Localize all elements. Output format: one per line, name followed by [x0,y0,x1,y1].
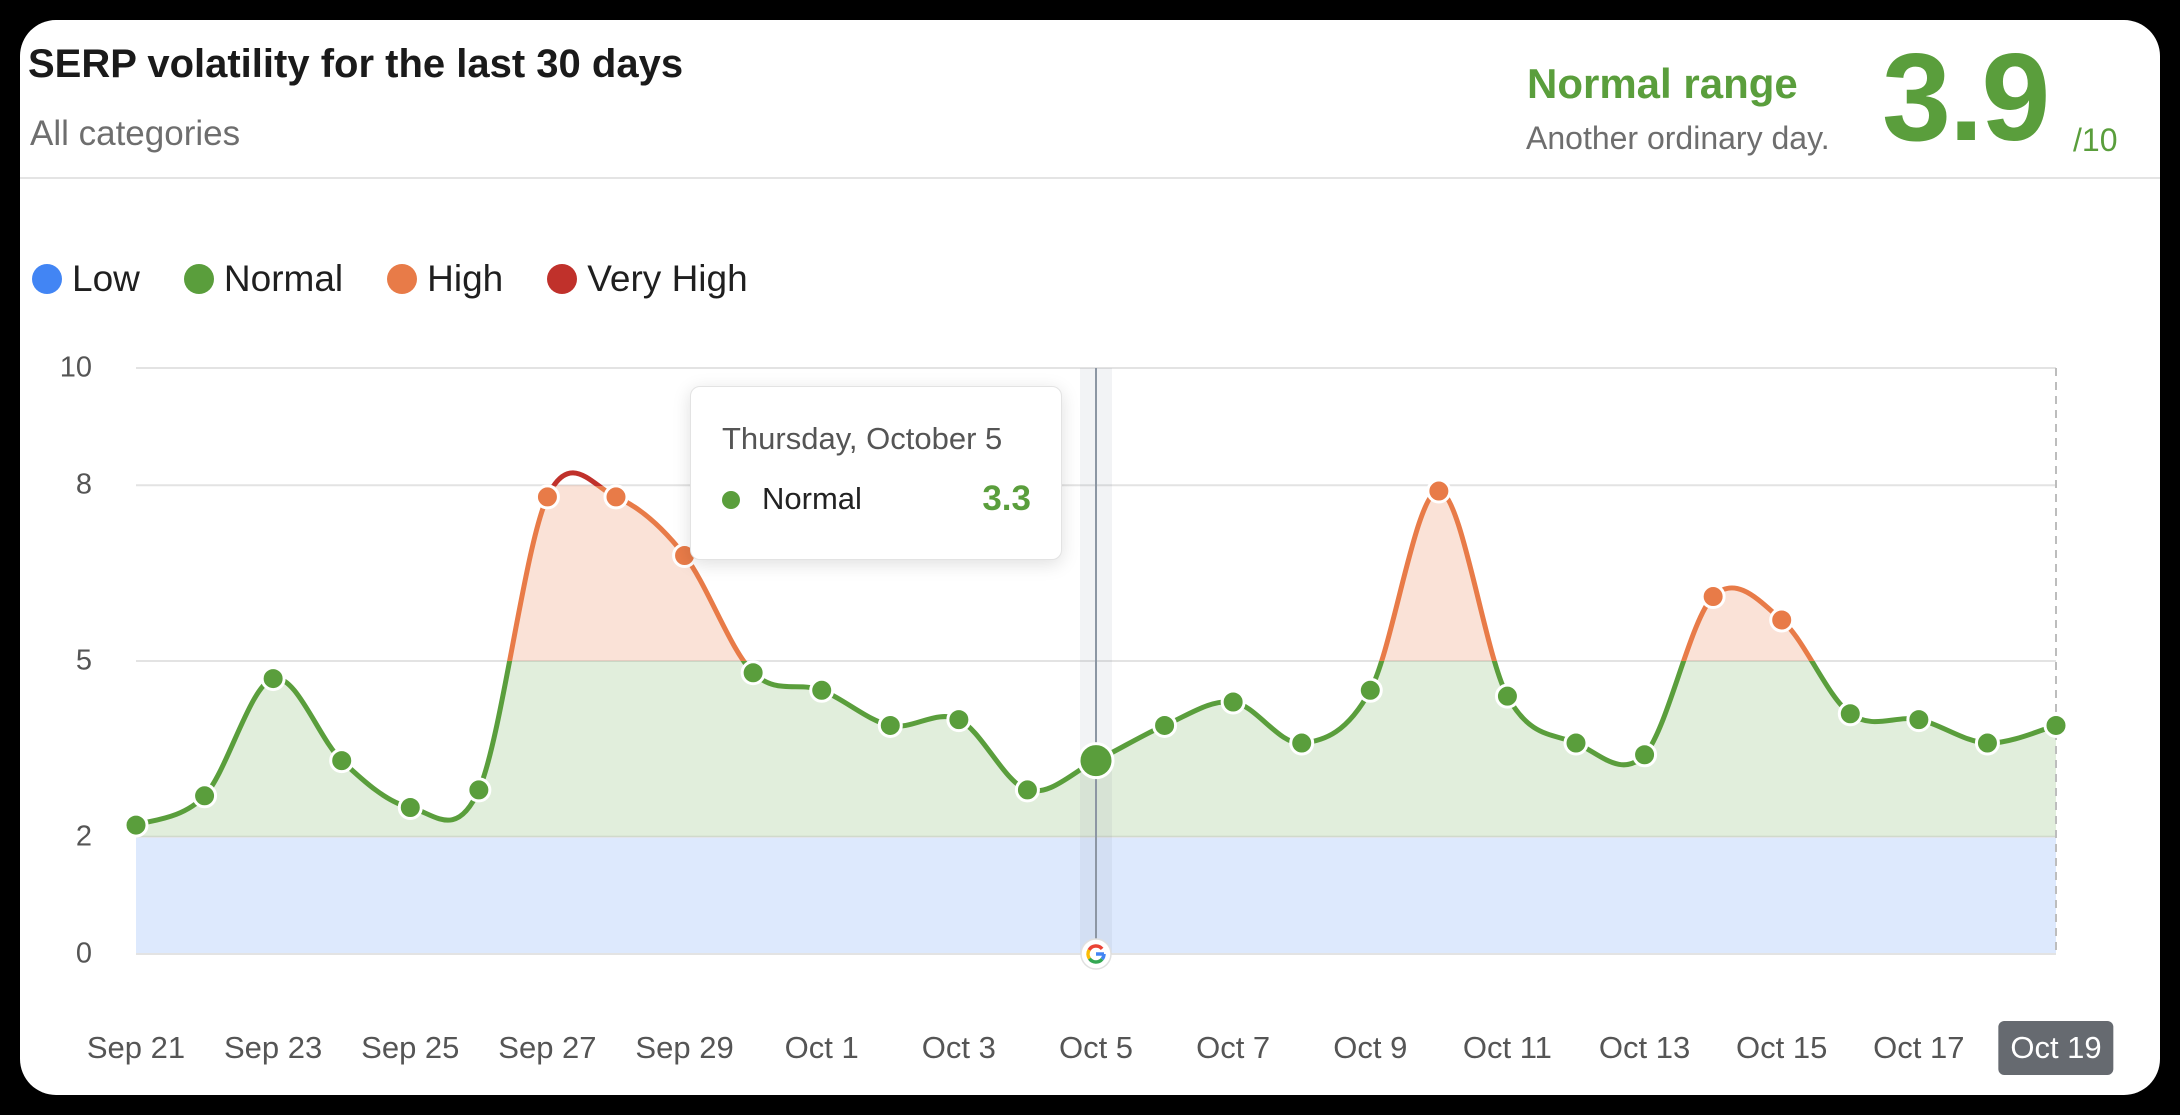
volatility-chart[interactable] [20,20,2160,1095]
legend-dot-icon [387,264,418,294]
data-point [1220,689,1246,715]
google-g-arc [1086,949,1092,960]
x-tick-label: Oct 7 [1196,1030,1271,1065]
x-tick-label: Sep 21 [86,1030,186,1065]
normal-area [136,661,2056,837]
x-tick-label: Sep 27 [498,1030,597,1065]
data-point [603,484,629,510]
data-point [1152,712,1178,738]
legend-label: High [427,258,504,299]
y-tick-label: 8 [75,468,92,501]
tooltip-series-label: Normal [762,481,862,516]
legend-item-very-high[interactable]: Very High [547,258,748,300]
x-tick-label: Oct 17 [1873,1030,1965,1065]
y-tick-label: 0 [75,937,92,970]
volatility-score: 3.9 [1882,29,2050,167]
x-tick-label: Sep 25 [361,1030,460,1065]
data-point [1837,701,1863,727]
x-tick-label: Sep 29 [635,1030,734,1065]
data-point [1014,777,1040,803]
data-point [1906,707,1932,733]
data-point [1769,607,1795,633]
x-tick-label: Oct 13 [1598,1030,1691,1065]
series-line-high [507,486,1815,662]
data-point [877,712,903,738]
google-g-arc [1087,944,1104,952]
chart-tooltip: Thursday, October 5 Normal 3.3 [690,386,1062,560]
legend-dot-icon [547,264,578,294]
data-point [466,777,492,803]
legend-item-high[interactable]: High [387,258,503,300]
chart-legend: Low Normal High Very High [32,258,748,300]
legend-item-low[interactable]: Low [32,258,140,300]
legend-dot-icon [183,264,214,294]
tooltip-value: 3.3 [982,479,1031,518]
range-description: Another ordinary day. [1526,120,1830,156]
legend-label: Very High [587,258,748,299]
data-point [946,707,972,733]
legend-label: Low [72,258,140,299]
data-point [192,783,218,809]
x-tick-label: Sep 23 [224,1030,323,1065]
legend-item-normal[interactable]: Normal [183,258,344,300]
data-point [329,748,355,774]
data-point [809,677,835,703]
data-point [1289,730,1315,756]
y-tick-label: 2 [75,820,92,853]
high-area [509,485,1812,662]
data-point [1700,584,1726,610]
y-tick-label: 10 [59,351,92,384]
google-g-arc [1088,957,1104,964]
volatility-widget: SERP volatility for the last 30 days All… [20,20,2160,1095]
data-point [1077,742,1115,780]
range-status: Normal range [1527,60,1798,107]
data-point [740,660,766,686]
data-point [397,795,423,820]
legend-label: Normal [223,258,344,299]
data-point [1563,730,1589,756]
x-tick-label-selected: Oct 19 [1998,1021,2114,1075]
tooltip-series-dot-icon [722,491,740,509]
score-denominator: /10 [2073,122,2118,158]
x-tick-label: Oct 11 [1462,1030,1552,1065]
data-point [1357,677,1383,703]
chart-title: SERP volatility for the last 30 days [28,42,684,86]
x-tick-label: Oct 5 [1058,1030,1134,1065]
y-tick-label: 5 [75,644,92,677]
category-selector[interactable]: All categories [30,114,241,153]
x-tick-label: Oct 1 [784,1030,859,1065]
data-point [2043,712,2069,738]
data-point [1632,742,1658,768]
legend-dot-icon [32,264,62,294]
x-tick-label: Oct 15 [1736,1030,1828,1065]
data-point [260,666,286,692]
data-point [534,484,560,510]
data-point [123,812,149,838]
data-point [1426,478,1452,504]
data-point [1974,730,2000,756]
x-tick-label: Oct 9 [1333,1030,1408,1065]
header-divider [20,177,2160,179]
tooltip-date: Thursday, October 5 [722,421,1003,456]
x-tick-label: Oct 3 [921,1030,996,1065]
data-point [1494,683,1520,709]
